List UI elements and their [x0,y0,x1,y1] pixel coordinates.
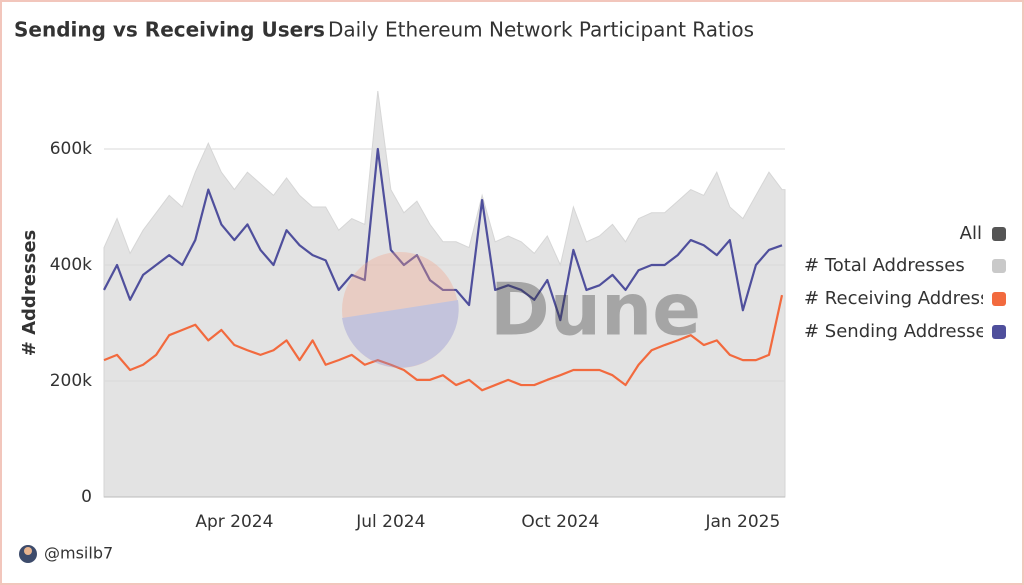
legend-label[interactable]: # Total Addresses [804,255,965,276]
legend: All # Total Addresses # Receiving Addresse… [804,223,1010,342]
x-tick-label: Jan 2025 [704,512,780,532]
legend-label[interactable]: # Receiving Addresses [804,288,1010,309]
legend-swatch [992,227,1006,241]
y-tick-label: 0 [81,487,92,507]
line [103,147,783,322]
legend-label[interactable]: All [960,223,982,244]
watermark-logo [342,252,458,368]
legend-swatch [992,259,1006,273]
legend-label[interactable]: # Sending Addresses [804,321,996,342]
y-axis-label: # Addresses [19,230,40,356]
author-avatar [24,547,32,555]
chart-subtitle: Daily Ethereum Network Participant Ratio… [328,18,754,42]
chart-title: Sending vs Receiving Users [14,18,325,42]
plot-area [103,90,786,498]
legend-swatch [992,292,1006,306]
author: @msilb7 [44,544,113,563]
area [103,90,786,498]
y-tick-label: 200k [50,371,92,391]
watermark: Dune [342,252,701,368]
x-tick-label: Jul 2024 [355,512,425,532]
watermark-text: Dune [490,268,701,352]
x-tick-label: Oct 2024 [521,512,599,532]
y-tick-label: 600k [50,139,92,159]
watermark-logo [342,300,459,368]
y-tick-label: 400k [50,255,92,275]
legend-swatch [992,325,1006,339]
x-tick-label: Apr 2024 [195,512,273,532]
line [103,294,784,392]
